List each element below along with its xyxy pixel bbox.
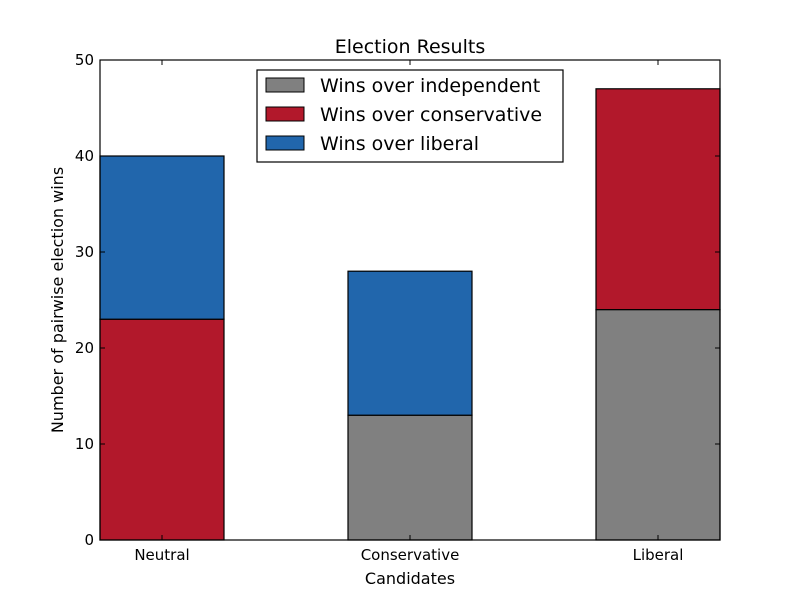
bar-liberal-series-1 xyxy=(595,88,721,311)
y-axis-label: Number of pairwise election wins xyxy=(48,167,67,433)
y-tick-label: 50 xyxy=(75,51,94,69)
x-tick-label: Liberal xyxy=(633,546,684,564)
x-axis-label: Candidates xyxy=(365,569,455,588)
legend-items: Wins over independent Wins over conservat… xyxy=(265,75,542,155)
x-tick-label: Neutral xyxy=(134,546,189,564)
y-tick-label: 0 xyxy=(84,531,94,549)
y-tick-label: 20 xyxy=(75,339,94,357)
chart-title: Election Results xyxy=(335,36,485,58)
bar-neutral-series-1 xyxy=(99,318,225,541)
bar-liberal-series-0 xyxy=(595,309,721,541)
legend: Wins over independent Wins over conservat… xyxy=(256,69,564,163)
y-tick-label: 30 xyxy=(75,243,94,261)
legend-swatch xyxy=(265,77,305,93)
bar-conservative-series-0 xyxy=(347,414,473,541)
bars-layer xyxy=(99,88,721,541)
legend-label: Wins over independent xyxy=(320,75,540,97)
bar-neutral-series-2 xyxy=(99,155,225,320)
plot-frame xyxy=(99,59,721,541)
bar-conservative-series-2 xyxy=(347,270,473,416)
y-tick-label: 40 xyxy=(75,147,94,165)
x-tick-label: Conservative xyxy=(361,546,460,564)
legend-swatch xyxy=(265,106,305,122)
legend-label: Wins over conservative xyxy=(320,104,542,126)
legend-box xyxy=(256,69,564,163)
legend-swatch xyxy=(265,135,305,151)
legend-label: Wins over liberal xyxy=(320,133,479,155)
ticks-layer: Neutral Conservative Liberal 0 10 20 30 40 50 xyxy=(75,51,720,564)
y-tick-label: 10 xyxy=(75,435,94,453)
